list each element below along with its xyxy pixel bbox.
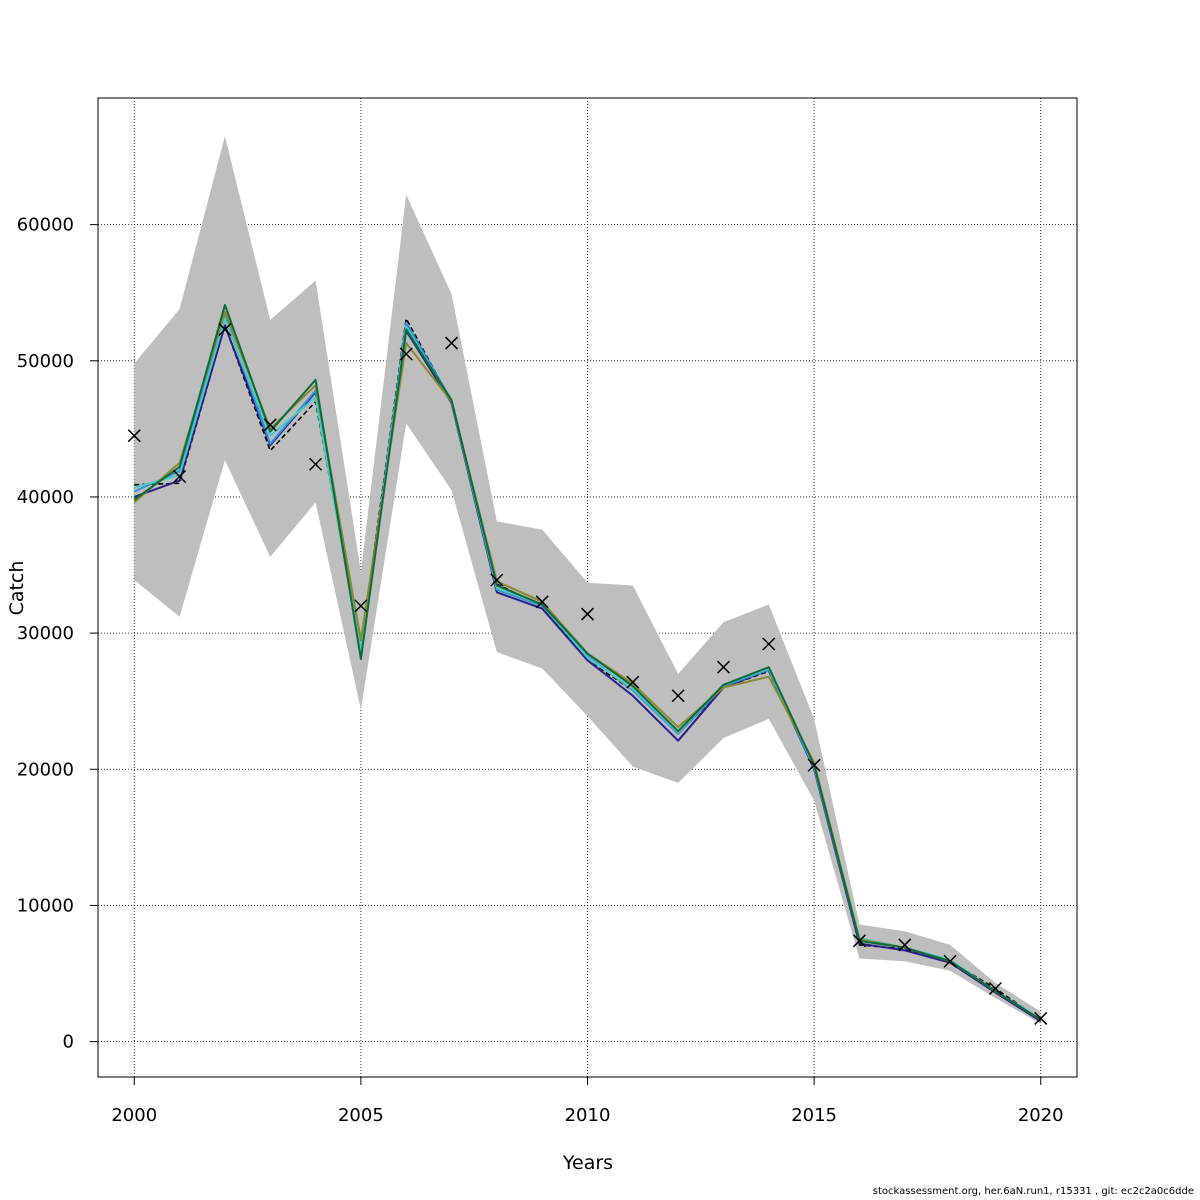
- y-tick-label: 30000: [17, 623, 74, 644]
- observed-point: [309, 457, 323, 471]
- observed-point: [671, 689, 685, 703]
- y-tick-label: 0: [63, 1032, 74, 1053]
- observed-point: [127, 429, 141, 443]
- x-tick-label: 2005: [338, 1105, 384, 1126]
- y-tick-label: 10000: [17, 895, 74, 916]
- series-layer: [133, 303, 1042, 1023]
- footer-caption: stockassessment.org, her.6aN.run1, r1533…: [872, 1186, 1194, 1197]
- x-tick-label: 2000: [111, 1105, 157, 1126]
- observed-point: [943, 954, 957, 968]
- confidence-band-layer: [134, 136, 1041, 1024]
- axes: 2000 2005 2010 2015 2020 0 10000 20000 30000 4000…: [17, 215, 1064, 1126]
- observed-markers-layer: [127, 322, 1048, 1025]
- observed-point: [898, 938, 912, 952]
- y-tick-label: 50000: [17, 351, 74, 372]
- observed-point: [263, 418, 277, 432]
- observed-point: [490, 573, 504, 587]
- observed-point: [535, 595, 549, 609]
- observed-point: [852, 934, 866, 948]
- observed-point: [354, 599, 368, 613]
- observed-point: [988, 981, 1002, 996]
- observed-point: [444, 336, 459, 350]
- y-axis-title: Catch: [6, 561, 28, 616]
- observed-point: [399, 347, 413, 361]
- x-tick-label: 2015: [791, 1105, 837, 1126]
- observed-point: [716, 660, 731, 674]
- y-tick-label: 20000: [17, 759, 74, 780]
- observed-point: [1034, 1011, 1048, 1025]
- observed-point: [762, 637, 776, 651]
- x-tick-label: 2020: [1018, 1105, 1064, 1126]
- y-tick-label: 60000: [17, 215, 74, 236]
- confidence-band: [134, 136, 1041, 1024]
- series-line: [133, 303, 1042, 1021]
- observed-point: [173, 469, 187, 484]
- y-tick-label: 40000: [17, 487, 74, 508]
- observed-point: [218, 322, 232, 337]
- observed-point: [580, 607, 595, 621]
- observed-point: [626, 675, 640, 689]
- x-tick-label: 2010: [565, 1105, 611, 1126]
- observed-point: [807, 758, 821, 772]
- x-axis-title: Years: [562, 1152, 613, 1174]
